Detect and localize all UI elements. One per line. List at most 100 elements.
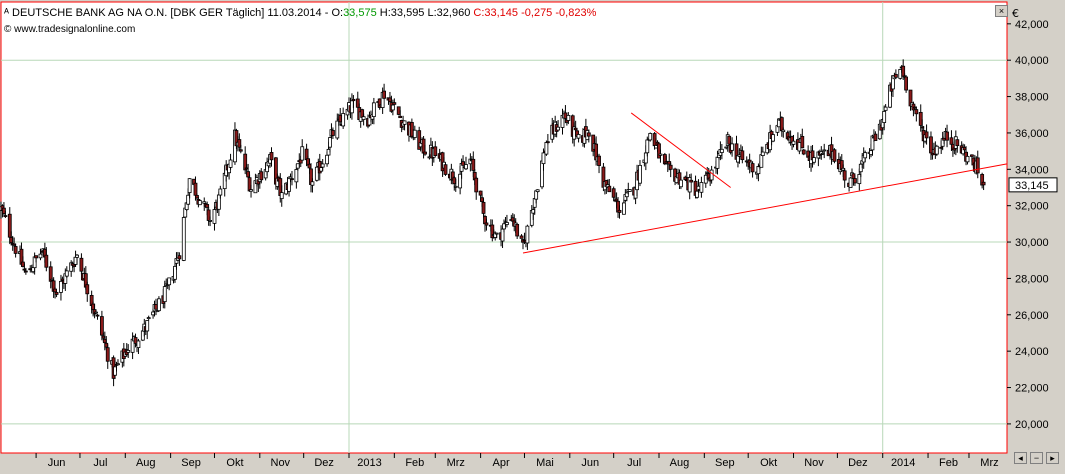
candle-body-down: [474, 177, 479, 193]
candle-body-down: [481, 201, 486, 214]
zoom-out-button[interactable]: −: [1030, 452, 1043, 464]
candle: [249, 184, 253, 198]
candle: [586, 129, 591, 143]
candle-body-up: [126, 350, 131, 353]
candle: [556, 120, 561, 131]
candle-body-down: [34, 255, 38, 259]
x-tick-label: Feb: [405, 457, 424, 469]
candle: [494, 232, 499, 239]
candle: [842, 168, 847, 188]
instrument-header: ᴬ DEUTSCHE BANK AG NA O.N. [DBK GER Tägl…: [4, 7, 597, 19]
candle-body-up: [760, 151, 765, 157]
x-tick-label: Mrz: [447, 457, 465, 469]
candle-body-up: [781, 129, 786, 133]
candle-body-up: [136, 340, 141, 348]
candle-body-up: [648, 133, 653, 141]
candle-body-up: [627, 189, 632, 192]
candle-body-down: [904, 76, 909, 91]
candle: [627, 189, 632, 193]
candle-body-down: [351, 98, 356, 102]
y-tick-label: 38,000: [1015, 92, 1049, 104]
candle-body-down: [597, 155, 601, 166]
candle-body-up: [310, 181, 315, 186]
date-label: 11.03.2014: [267, 7, 322, 19]
x-tick-label: Dez: [848, 457, 868, 469]
candle: [812, 155, 816, 165]
currency-label: €: [1012, 7, 1019, 20]
candle: [382, 83, 386, 100]
candle: [34, 255, 38, 263]
candle-body-up: [300, 146, 305, 161]
candle: [64, 266, 69, 278]
candle: [607, 178, 612, 193]
candle: [535, 189, 540, 193]
y-tick-label: 26,000: [1015, 310, 1049, 322]
candle-body-up: [325, 154, 329, 165]
candle-body-up: [535, 189, 540, 193]
candle: [505, 214, 509, 228]
x-tick-label: Dez: [314, 457, 334, 469]
candle: [576, 133, 581, 143]
scroll-left-button[interactable]: ◂: [1014, 452, 1027, 464]
candle: [893, 69, 898, 79]
y-tick-label: 36,000: [1015, 128, 1049, 140]
candle-body-up: [371, 102, 376, 117]
candle-body-down: [392, 102, 397, 105]
x-axis: Jun Jul Aug Sep Okt Nov Dez 2013 Feb Mrz Apr Mai Jun…: [35, 453, 999, 469]
candle: [237, 133, 242, 150]
candle: [695, 183, 699, 199]
candle: [167, 277, 172, 291]
low-value: L:32,960: [427, 7, 471, 19]
change-pct-value: -0,823%: [555, 7, 597, 19]
candle: [259, 168, 264, 184]
open-label: O:: [331, 7, 344, 19]
candle-body-down: [237, 139, 242, 148]
candle-body-down: [914, 109, 919, 115]
candle: [975, 150, 980, 179]
candle-body-up: [687, 177, 692, 193]
candle: [545, 133, 550, 145]
candle-body-down: [193, 182, 198, 196]
candle-body-down: [398, 115, 403, 119]
candle-body-up: [791, 140, 796, 145]
candle-body-down: [975, 157, 980, 174]
candle-body-down: [423, 151, 427, 155]
candle: [453, 179, 458, 192]
candle: [38, 248, 43, 261]
candle: [105, 344, 110, 369]
candle-body-up: [848, 177, 853, 188]
candle-body-up: [505, 222, 509, 225]
grid-layer: [1, 2, 1007, 453]
x-tick-label: Feb: [939, 457, 958, 469]
close-chart-button[interactable]: ×: [995, 5, 1008, 17]
candle-body-up: [965, 155, 970, 163]
candle-body-up: [412, 129, 417, 138]
candle: [23, 267, 28, 275]
candle-body-up: [863, 152, 868, 159]
candle: [624, 191, 629, 202]
x-tick-label: 2014: [891, 457, 915, 469]
candle-body-up: [173, 265, 177, 280]
y-tick-label: 24,000: [1015, 346, 1049, 358]
candle: [157, 296, 161, 312]
candle-body-down: [290, 178, 294, 181]
candle-body-down: [484, 222, 489, 226]
candle-body-down: [515, 223, 520, 237]
candle-body-down: [873, 133, 878, 142]
candle: [331, 127, 335, 139]
candle-body-up: [64, 270, 69, 277]
candle: [412, 125, 417, 140]
candle-body-up: [458, 173, 463, 189]
candle-body-up: [145, 320, 150, 332]
candle-body-up: [181, 217, 186, 261]
exchange-label: [DBK GER: [170, 7, 223, 19]
x-tick-label: Jul: [93, 457, 107, 469]
interval-label: Täglich]: [225, 7, 265, 19]
candle-body-up: [759, 154, 764, 168]
candle-body-up: [494, 232, 499, 235]
scroll-right-button[interactable]: ▸: [1046, 452, 1059, 464]
last-price-label: 33,145: [1015, 180, 1049, 192]
candle-body-up: [882, 111, 887, 123]
candle: [981, 181, 986, 191]
candle: [873, 131, 878, 142]
